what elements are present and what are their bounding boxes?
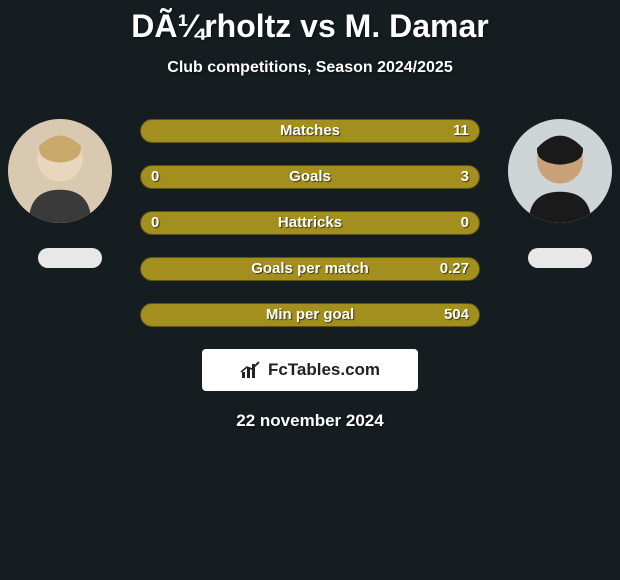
stat-label: Min per goal xyxy=(141,306,479,323)
stat-bar: Min per goal 504 xyxy=(140,303,480,327)
player-left-avatar xyxy=(8,119,112,223)
person-icon xyxy=(508,119,612,223)
site-logo: FcTables.com xyxy=(202,349,418,391)
stat-label: Hattricks xyxy=(141,214,479,231)
player-left-club-badge xyxy=(38,248,102,268)
comparison-title: DÃ¼rholtz vs M. Damar xyxy=(0,0,620,45)
stat-bar: 0 Goals 3 xyxy=(140,165,480,189)
stat-label: Goals per match xyxy=(141,260,479,277)
stat-label: Matches xyxy=(141,122,479,139)
comparison-content: Matches 11 0 Goals 3 0 Hattricks 0 Goals… xyxy=(0,119,620,431)
site-logo-text: FcTables.com xyxy=(268,360,380,380)
stat-bar: Goals per match 0.27 xyxy=(140,257,480,281)
stat-right-value: 0.27 xyxy=(440,260,469,277)
person-icon xyxy=(8,119,112,223)
comparison-date: 22 november 2024 xyxy=(0,411,620,431)
stat-right-value: 0 xyxy=(461,214,469,231)
comparison-subtitle: Club competitions, Season 2024/2025 xyxy=(0,59,620,77)
player-right-club-badge xyxy=(528,248,592,268)
stat-bar: 0 Hattricks 0 xyxy=(140,211,480,235)
stat-right-value: 504 xyxy=(444,306,469,323)
stat-label: Goals xyxy=(141,168,479,185)
chart-icon xyxy=(240,360,262,380)
stat-right-value: 11 xyxy=(453,122,469,139)
stat-bars: Matches 11 0 Goals 3 0 Hattricks 0 Goals… xyxy=(140,119,480,327)
player-right-avatar xyxy=(508,119,612,223)
stat-bar: Matches 11 xyxy=(140,119,480,143)
stat-right-value: 3 xyxy=(461,168,469,185)
